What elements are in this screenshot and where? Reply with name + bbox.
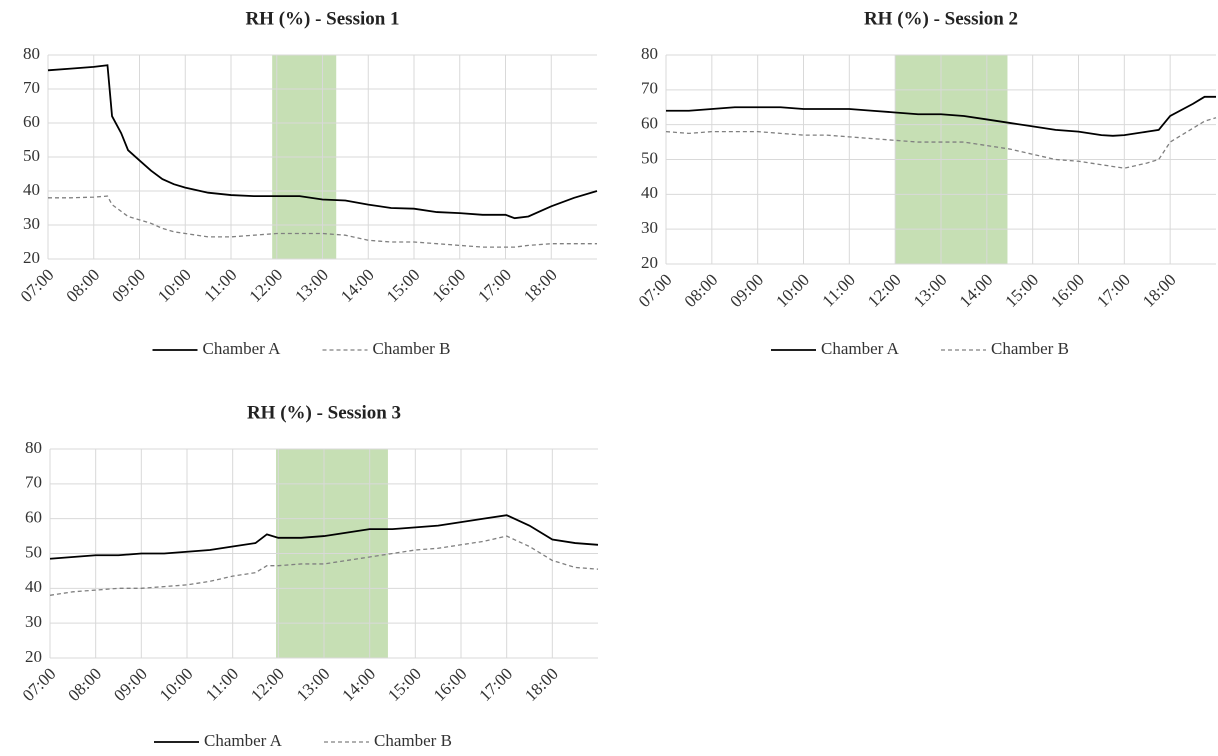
x-tick-label: 14:00 xyxy=(337,265,378,306)
y-tick-label: 70 xyxy=(23,78,40,97)
x-tick-label: 13:00 xyxy=(291,265,332,306)
x-tick-label: 18:00 xyxy=(1139,270,1180,311)
y-tick-label: 80 xyxy=(641,44,658,63)
x-tick-label: 15:00 xyxy=(383,265,424,306)
x-tick-label: 12:00 xyxy=(246,265,287,306)
chart-title: RH (%) - Session 2 xyxy=(864,8,1018,29)
series-line xyxy=(49,535,599,596)
y-tick-label: 30 xyxy=(23,214,40,233)
y-tick-label: 40 xyxy=(25,577,42,596)
x-tick-label: 15:00 xyxy=(384,664,425,705)
x-tick-label: 15:00 xyxy=(1001,270,1042,311)
y-tick-label: 20 xyxy=(23,248,40,267)
x-tick-label: 09:00 xyxy=(726,270,767,311)
y-tick-label: 80 xyxy=(25,438,42,457)
y-tick-label: 70 xyxy=(641,79,658,98)
series-line xyxy=(47,64,598,220)
y-tick-label: 50 xyxy=(25,542,42,561)
x-tick-label: 17:00 xyxy=(475,664,516,705)
chart-title: RH (%) - Session 3 xyxy=(247,402,401,423)
legend-label: Chamber B xyxy=(373,339,451,358)
y-tick-label: 60 xyxy=(25,508,42,527)
x-tick-label: 14:00 xyxy=(956,270,997,311)
legend-label: Chamber A xyxy=(203,339,282,358)
x-tick-label: 13:00 xyxy=(293,664,334,705)
y-tick-label: 50 xyxy=(23,146,40,165)
x-tick-label: 10:00 xyxy=(156,664,197,705)
series-line xyxy=(48,195,597,248)
chart: RH (%) - Session 3 20 30 40 50 60 70 80 07:00 08:… xyxy=(19,402,599,750)
x-tick-label: 08:00 xyxy=(681,270,722,311)
x-tick-label: 13:00 xyxy=(910,270,951,311)
x-tick-label: 10:00 xyxy=(154,265,195,306)
legend-label: Chamber B xyxy=(374,731,452,750)
x-tick-label: 18:00 xyxy=(520,265,561,306)
x-tick-label: 10:00 xyxy=(772,270,813,311)
x-tick-label: 11:00 xyxy=(200,265,240,305)
x-tick-label: 17:00 xyxy=(1093,270,1134,311)
legend-label: Chamber B xyxy=(991,339,1069,358)
y-tick-label: 60 xyxy=(641,114,658,133)
y-tick-label: 40 xyxy=(23,180,40,199)
legend-label: Chamber A xyxy=(204,731,283,750)
y-tick-label: 20 xyxy=(25,647,42,666)
x-tick-label: 08:00 xyxy=(64,664,105,705)
y-tick-label: 50 xyxy=(641,148,658,167)
y-tick-label: 70 xyxy=(25,473,42,492)
x-tick-label: 11:00 xyxy=(202,664,242,704)
x-tick-label: 11:00 xyxy=(819,270,859,310)
series-line xyxy=(49,514,599,560)
x-tick-label: 16:00 xyxy=(430,664,471,705)
y-tick-label: 20 xyxy=(641,253,658,272)
x-tick-label: 07:00 xyxy=(19,664,60,705)
x-tick-label: 12:00 xyxy=(247,664,288,705)
y-tick-label: 80 xyxy=(23,44,40,63)
y-tick-label: 40 xyxy=(641,183,658,202)
x-tick-label: 07:00 xyxy=(635,270,676,311)
x-tick-label: 08:00 xyxy=(63,265,104,306)
x-tick-label: 09:00 xyxy=(108,265,149,306)
x-tick-label: 14:00 xyxy=(338,664,379,705)
chart: RH (%) - Session 1 20 30 40 50 60 70 80 07:00 08:… xyxy=(17,8,598,358)
x-tick-label: 16:00 xyxy=(429,265,470,306)
y-tick-label: 30 xyxy=(25,612,42,631)
legend-label: Chamber A xyxy=(821,339,900,358)
series-line xyxy=(666,95,1216,137)
y-tick-label: 60 xyxy=(23,112,40,131)
chart-title: RH (%) - Session 1 xyxy=(245,8,399,29)
y-tick-label: 30 xyxy=(641,218,658,237)
x-tick-label: 18:00 xyxy=(521,664,562,705)
x-tick-label: 09:00 xyxy=(110,664,151,705)
x-tick-label: 17:00 xyxy=(474,265,515,306)
x-tick-label: 12:00 xyxy=(864,270,905,311)
chart: RH (%) - Session 2 20 30 40 50 60 70 80 07:00 08:… xyxy=(635,8,1217,358)
x-tick-label: 16:00 xyxy=(1047,270,1088,311)
series-line xyxy=(665,117,1217,169)
x-tick-label: 07:00 xyxy=(17,265,58,306)
